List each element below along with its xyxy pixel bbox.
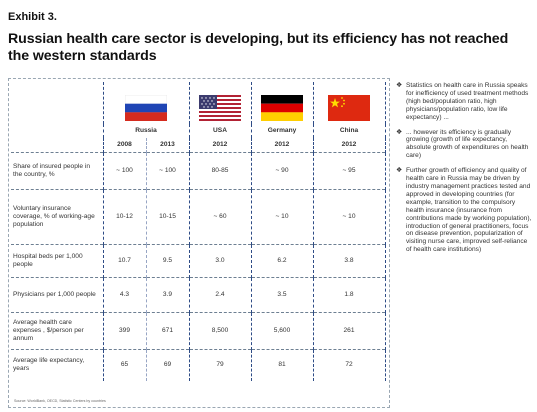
- table-cell: 79: [188, 348, 251, 381]
- table-row: Average life expectancy, years 65 69 79 …: [11, 348, 386, 381]
- table-cell: 72: [312, 348, 386, 381]
- usa-flag-cell: [188, 82, 251, 124]
- four-diamond-bullet-icon: ❖: [396, 167, 403, 175]
- table-row: Hospital beds per 1,000 people 10.7 9.5 …: [11, 243, 386, 277]
- column-header-china: China: [312, 124, 386, 138]
- commentary-bullets: ❖ Statistics on health care in Russia sp…: [396, 82, 532, 261]
- year-header: 2008: [102, 138, 146, 152]
- row-label: Physicians per 1,000 people: [11, 276, 103, 312]
- table-panel: [8, 78, 390, 408]
- table-cell: 3.0: [188, 243, 251, 277]
- table-cell: 5,600: [250, 311, 313, 349]
- table-cell: 10.7: [102, 243, 146, 277]
- row-label: Share of insured people in the country, …: [11, 151, 103, 189]
- row-label: Average life expectancy, years: [11, 348, 103, 381]
- year-header: 2012: [250, 138, 313, 152]
- table-row: Share of insured people in the country, …: [11, 151, 386, 189]
- exhibit-label: Exhibit 3.: [8, 11, 57, 23]
- table-cell: 65: [102, 348, 146, 381]
- table-row: Voluntary insurance coverage, % of worki…: [11, 188, 386, 244]
- table-cell: 80-85: [188, 151, 251, 189]
- year-header: 2013: [145, 138, 189, 152]
- bullet-text: ... however its efficiency is gradually …: [406, 128, 529, 160]
- four-diamond-bullet-icon: ❖: [396, 82, 403, 89]
- year-corner: [11, 138, 103, 152]
- table-cell: ~ 10: [250, 188, 313, 244]
- table-cell: 10-12: [102, 188, 146, 244]
- row-label: Hospital beds per 1,000 people: [11, 243, 103, 277]
- table-cell: 399: [102, 311, 146, 349]
- china-flag-cell: [312, 82, 386, 124]
- table-row: Physicians per 1,000 people 4.3 3.9 2.4 …: [11, 276, 386, 312]
- page-title: Russian health care sector is developing…: [8, 31, 509, 64]
- comparison-table: Russia USA Germany China 2008 2013 2012 …: [11, 82, 386, 381]
- germany-flag-cell: [250, 82, 313, 124]
- row-label: Voluntary insurance coverage, % of worki…: [11, 188, 103, 244]
- table-cell: 4.3: [102, 276, 146, 312]
- table-cell: 3.5: [250, 276, 313, 312]
- table-cell: ~ 90: [250, 151, 313, 189]
- table-cell: ~ 100: [145, 151, 189, 189]
- russia-flag-icon: [125, 95, 167, 121]
- table-cell: 81: [250, 348, 313, 381]
- bullet-item: ❖ Statistics on health care in Russia sp…: [396, 82, 532, 122]
- table-cell: 8,500: [188, 311, 251, 349]
- russia-flag-red: [125, 112, 167, 121]
- table-cell: ~ 95: [312, 151, 386, 189]
- table-cell: ~ 100: [102, 151, 146, 189]
- table-row: Average health care expenses , $/person …: [11, 311, 386, 349]
- column-header-russia: Russia: [102, 124, 189, 138]
- russia-flag-cell: [102, 82, 189, 124]
- year-header-row: 2008 2013 2012 2012 2012: [11, 138, 386, 152]
- column-header-germany: Germany: [250, 124, 313, 138]
- table-cell: 10-15: [145, 188, 189, 244]
- table-cell: 3.9: [145, 276, 189, 312]
- table-cell: 6.2: [250, 243, 313, 277]
- four-diamond-bullet-icon: ❖: [396, 128, 403, 136]
- year-header: 2012: [188, 138, 251, 152]
- header-corner: [11, 124, 103, 138]
- bullet-text: Statistics on health care in Russia spea…: [406, 82, 529, 121]
- china-flag-icon: [328, 95, 370, 121]
- column-header-usa: USA: [188, 124, 251, 138]
- table-cell: 1.8: [312, 276, 386, 312]
- table-cell: 9.5: [145, 243, 189, 277]
- table-cell: 671: [145, 311, 189, 349]
- bullet-text: Further growth of efficiency and quality…: [406, 167, 532, 254]
- table-cell: 3.8: [312, 243, 386, 277]
- source-note: Source: WorldBank, OECD, Statistic Cente…: [14, 399, 106, 403]
- flag-row: [11, 82, 386, 124]
- bullet-item: ❖ Further growth of efficiency and quali…: [396, 167, 532, 254]
- table-cell: ~ 60: [188, 188, 251, 244]
- russia-flag-blue: [125, 103, 167, 113]
- year-header: 2012: [312, 138, 386, 152]
- bullet-item: ❖ ... however its efficiency is graduall…: [396, 129, 532, 161]
- table-cell: 69: [145, 348, 189, 381]
- germany-flag-icon: [261, 95, 303, 121]
- country-header-row: Russia USA Germany China: [11, 124, 386, 138]
- usa-flag-icon: [199, 95, 241, 121]
- table-cell: 2.4: [188, 276, 251, 312]
- row-label: Average health care expenses , $/person …: [11, 311, 103, 349]
- table-cell: 261: [312, 311, 386, 349]
- flag-corner: [11, 82, 103, 124]
- table-cell: ~ 10: [312, 188, 386, 244]
